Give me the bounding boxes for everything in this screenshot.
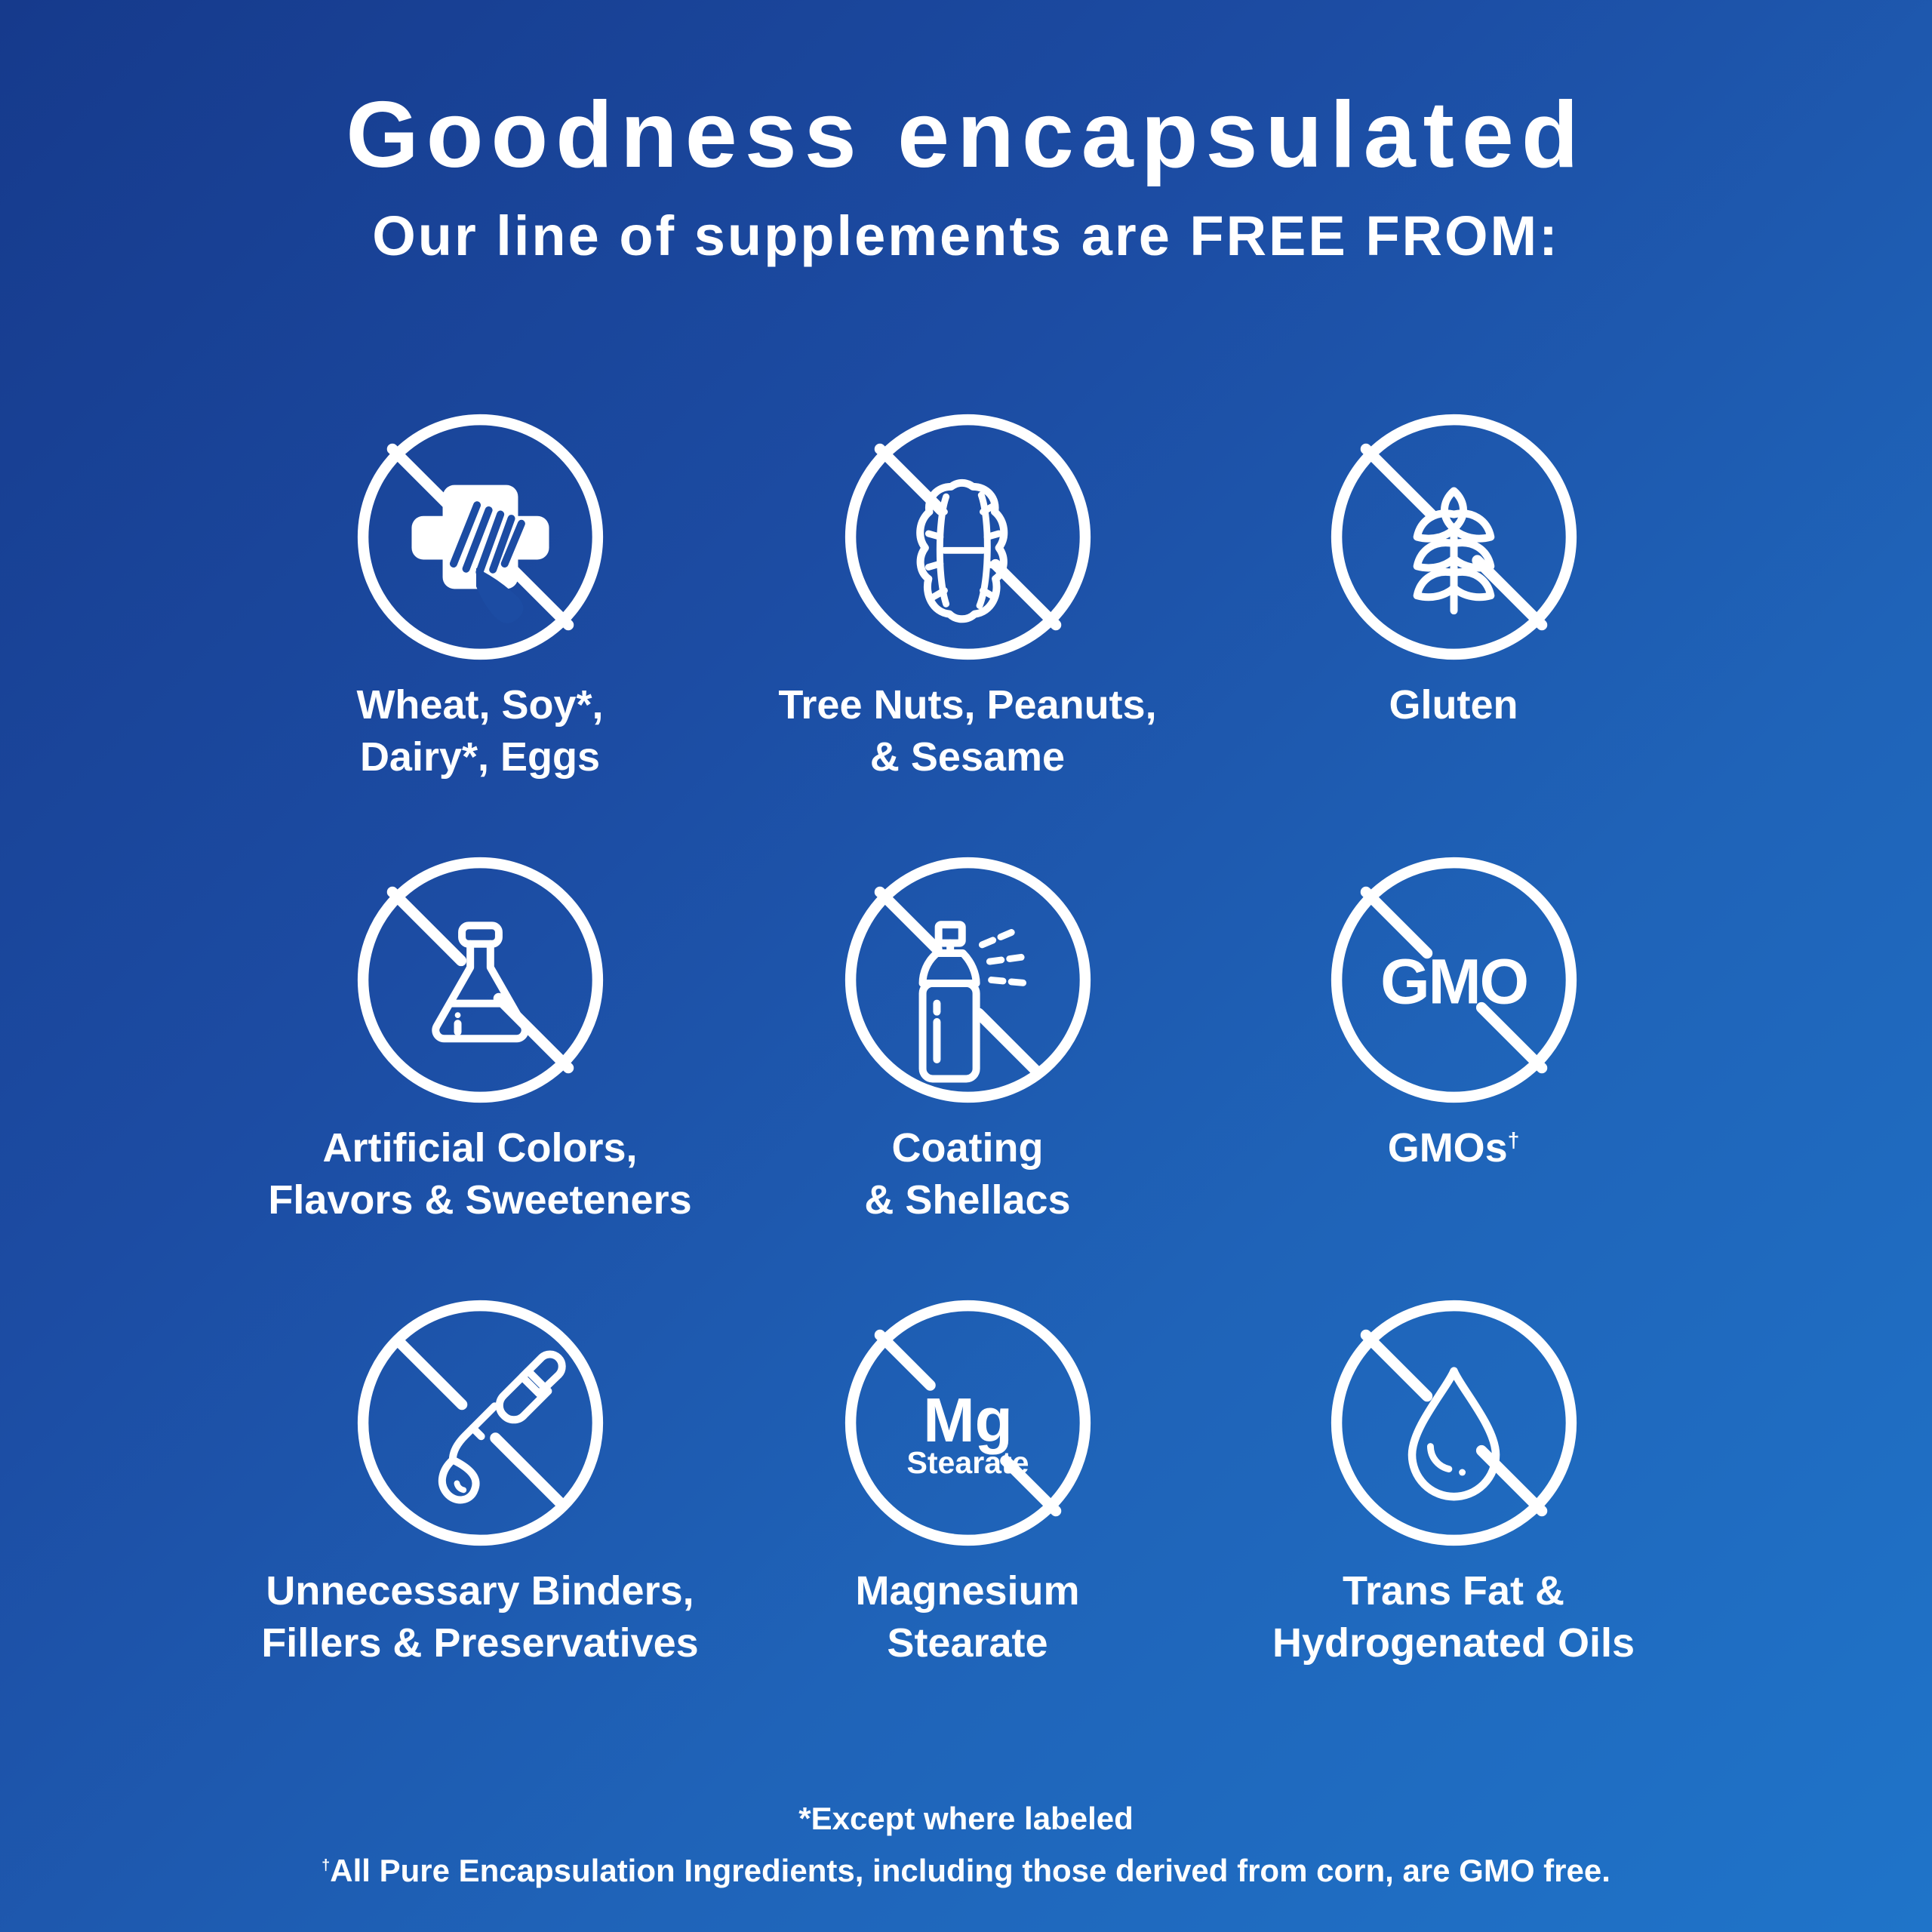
svg-text:GMO: GMO (1380, 946, 1527, 1017)
svg-text:Stearate: Stearate (906, 1445, 1029, 1480)
